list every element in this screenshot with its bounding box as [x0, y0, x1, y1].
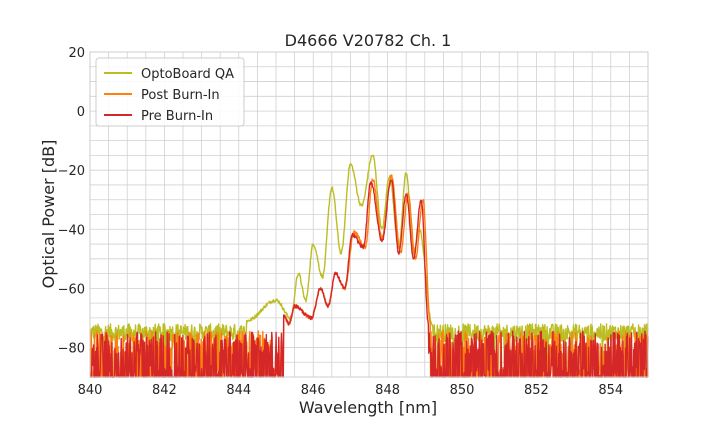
x-tick-label: 844: [226, 383, 251, 398]
legend-label: Post Burn-In: [141, 88, 220, 103]
y-tick-label: 20: [68, 46, 85, 61]
y-tick-label: −40: [58, 223, 85, 238]
x-tick-label: 842: [152, 383, 177, 398]
plot-frame: [89, 51, 649, 378]
chart-title: D4666 V20782 Ch. 1: [285, 31, 452, 50]
x-tick-label: 850: [450, 383, 475, 398]
y-tick-label: −60: [58, 282, 85, 297]
x-tick-label: 846: [301, 383, 326, 398]
series-line-optoboard-qa: [89, 154, 649, 378]
legend-label: OptoBoard QA: [141, 67, 234, 82]
x-tick-label: 840: [78, 383, 103, 398]
y-ticks: 20 0 −20 −40 −60 −80: [58, 46, 85, 356]
y-tick-label: 0: [77, 105, 85, 120]
x-tick-label: 854: [598, 383, 623, 398]
y-tick-label: −20: [58, 164, 85, 179]
x-tick-label: 848: [375, 383, 400, 398]
y-axis-label: Optical Power [dB]: [39, 140, 58, 289]
series-line-pre-burn-in: [89, 179, 649, 378]
legend: OptoBoard QA Post Burn-In Pre Burn-In: [95, 57, 245, 127]
x-tick-label: 852: [524, 383, 549, 398]
legend-label: Pre Burn-In: [141, 109, 213, 124]
x-axis-label: Wavelength [nm]: [299, 398, 437, 417]
y-tick-label: −80: [58, 341, 85, 356]
legend-box: [95, 57, 245, 127]
x-ticks: 840 842 844 846 848 850 852 854: [78, 383, 624, 398]
series-layer: [89, 154, 649, 378]
